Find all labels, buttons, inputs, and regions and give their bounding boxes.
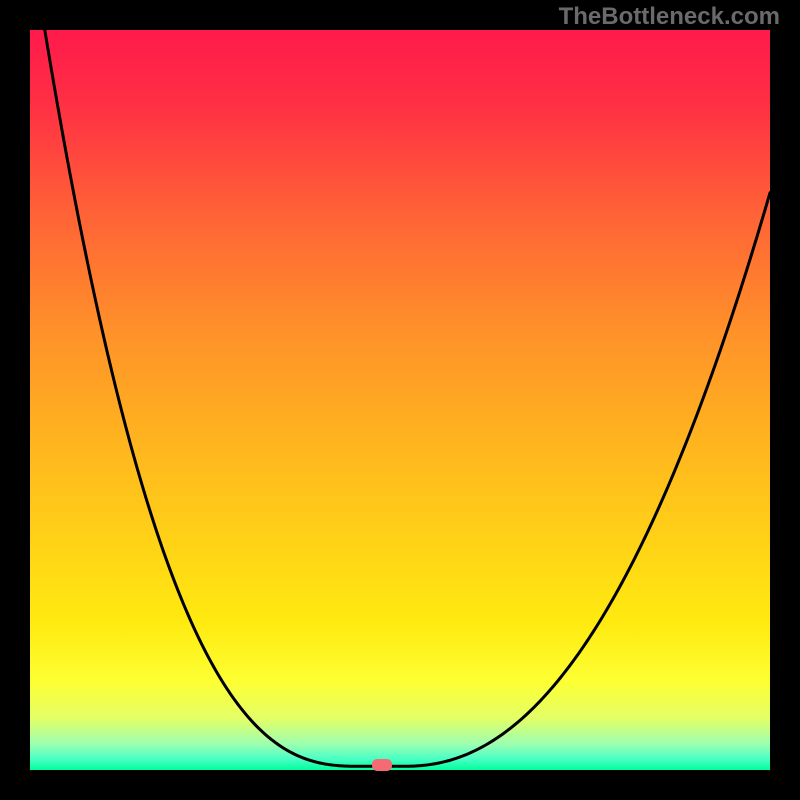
bottleneck-curve — [45, 30, 770, 766]
watermark-text: TheBottleneck.com — [559, 3, 780, 31]
bottleneck-marker — [372, 759, 392, 771]
